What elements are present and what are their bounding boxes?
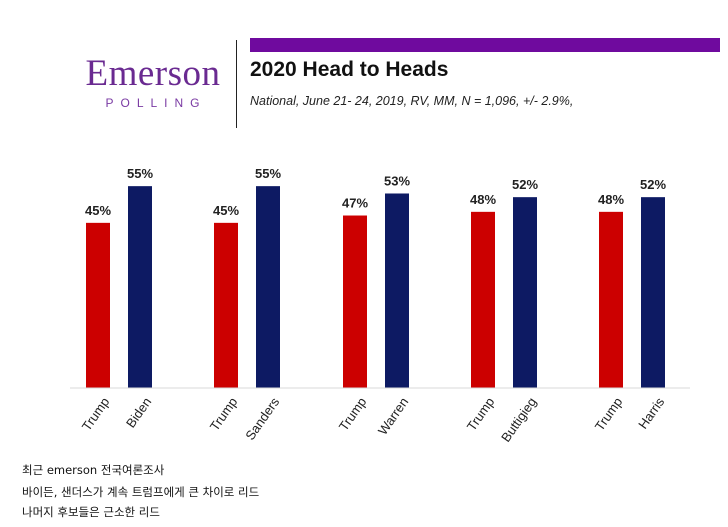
category-label-sanders-2: Sanders [242, 394, 282, 443]
caption-line-3: 나머지 후보들은 근소한 리드 [22, 505, 160, 519]
value-label-trump-5: 48% [598, 192, 624, 207]
value-label-trump-2: 45% [213, 203, 239, 218]
category-label-buttigieg-4: Buttigieg [498, 395, 539, 445]
category-label-trump-1: Trump [79, 395, 113, 434]
bar-trump-2 [214, 222, 238, 388]
bar-trump-4 [471, 211, 495, 388]
bar-biden-1 [128, 186, 152, 388]
caption-line-2: 바이든, 샌더스가 계속 트럼프에게 큰 차이로 리드 [22, 485, 260, 499]
bar-trump-5 [599, 211, 623, 388]
bar-trump-3 [343, 215, 367, 388]
category-label-trump-5: Trump [592, 395, 626, 434]
logo-wordmark: Emerson [85, 53, 221, 94]
value-label-biden-1: 55% [127, 166, 153, 181]
bar-buttigieg-4 [513, 197, 537, 388]
header-divider [236, 40, 237, 128]
category-label-warren-3: Warren [375, 395, 411, 438]
value-label-trump-3: 47% [342, 196, 368, 211]
caption-line-1: 최근 emerson 전국여론조사 [22, 463, 165, 477]
bar-sanders-2 [256, 186, 280, 388]
brand-color-bar [250, 38, 720, 52]
emerson-polling-logo: Emerson POLLING [74, 53, 232, 111]
bar-warren-3 [385, 193, 409, 388]
category-label-trump-4: Trump [464, 395, 498, 434]
category-label-harris-5: Harris [635, 394, 667, 431]
value-label-harris-5: 52% [640, 177, 666, 192]
category-label-biden-1: Biden [123, 395, 154, 431]
category-label-trump-2: Trump [207, 395, 241, 434]
bar-harris-5 [641, 197, 665, 388]
value-label-trump-4: 48% [470, 192, 496, 207]
category-label-trump-3: Trump [336, 395, 370, 434]
logo-subtitle: POLLING [105, 96, 207, 110]
head-to-head-bar-chart: 45% Trump 55% Biden 45% Trump 55% Sanders 47% Tru… [70, 166, 690, 445]
value-label-trump-1: 45% [85, 203, 111, 218]
value-label-buttigieg-4: 52% [512, 177, 538, 192]
bar-trump-1 [86, 222, 110, 388]
value-label-warren-3: 53% [384, 173, 410, 188]
chart-title: 2020 Head to Heads [250, 58, 449, 81]
chart-subtitle: National, June 21- 24, 2019, RV, MM, N =… [250, 94, 574, 108]
value-label-sanders-2: 55% [255, 166, 281, 181]
